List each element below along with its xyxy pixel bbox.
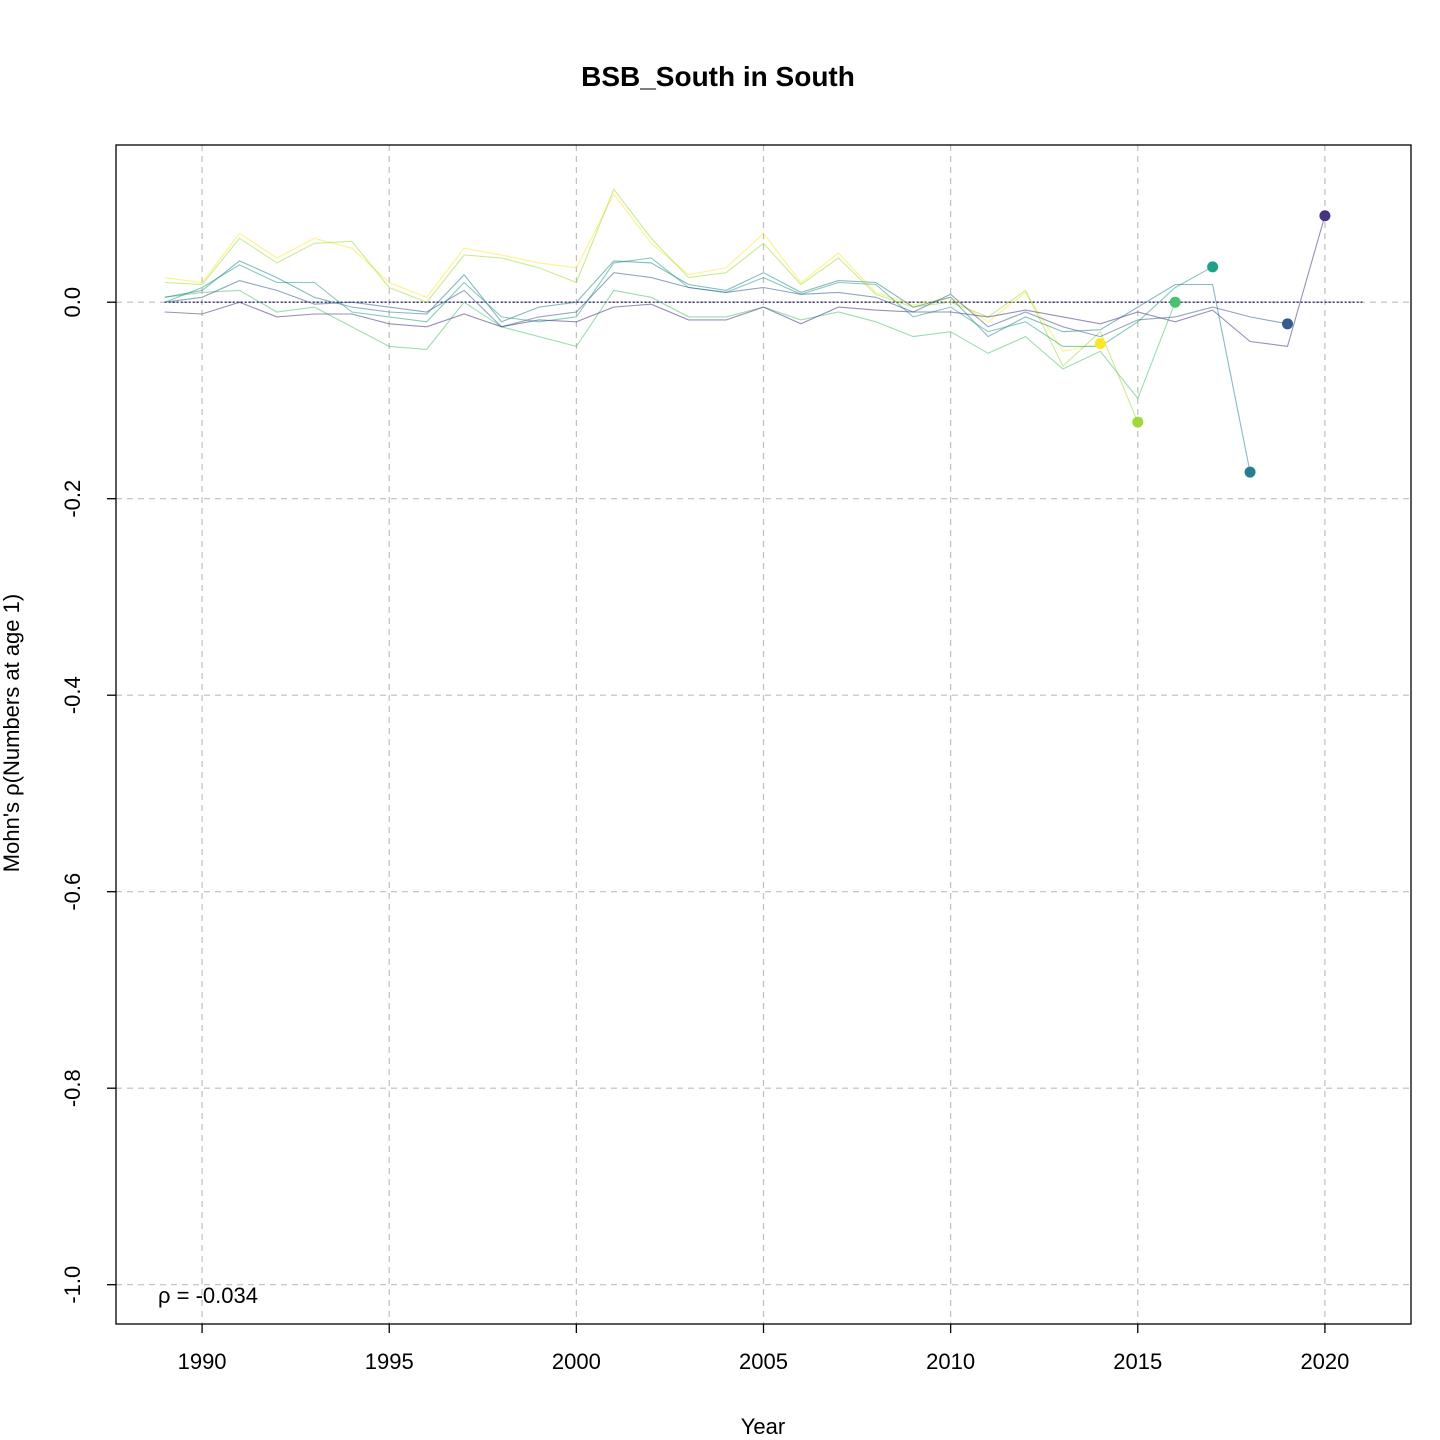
x-tick-label: 2020 <box>1300 1349 1349 1374</box>
terminal-points <box>1094 210 1331 478</box>
terminal-point-2014 <box>1094 337 1106 349</box>
series-line-2016 <box>164 289 1176 400</box>
terminal-point-2018 <box>1244 466 1256 478</box>
terminal-point-2016 <box>1169 296 1181 308</box>
terminal-point-2019 <box>1281 318 1293 330</box>
chart-title: BSB_South in South <box>581 61 855 92</box>
series-line-2020 <box>164 215 1326 348</box>
grid-lines <box>116 145 1411 1324</box>
x-tick-label: 2000 <box>552 1349 601 1374</box>
x-axis-label: Year <box>741 1414 785 1439</box>
x-tick-label: 1995 <box>365 1349 414 1374</box>
x-tick-label: 2005 <box>739 1349 788 1374</box>
x-tick-label: 2010 <box>926 1349 975 1374</box>
y-axis: -1.0 -0.8 -0.6 -0.4 -0.2 0.0 <box>60 287 116 1304</box>
series-lines <box>164 188 1326 473</box>
series-line-2014 <box>164 193 1101 352</box>
y-tick-label: -0.4 <box>60 676 85 714</box>
y-tick-label: -0.2 <box>60 480 85 518</box>
terminal-point-2015 <box>1132 416 1144 428</box>
terminal-point-2020 <box>1319 210 1331 222</box>
terminal-point-2017 <box>1207 261 1219 273</box>
y-tick-label: -0.6 <box>60 873 85 911</box>
series-line-2019 <box>164 272 1288 338</box>
x-tick-label: 1990 <box>178 1349 227 1374</box>
x-axis: 1990 1995 2000 2005 2010 2015 2020 <box>178 1324 1349 1374</box>
y-tick-label: 0.0 <box>60 287 85 318</box>
y-tick-label: -1.0 <box>60 1266 85 1304</box>
y-axis-label: Mohn's ρ(Numbers at age 1) <box>0 594 24 872</box>
series-line-2015 <box>164 188 1139 423</box>
mohns-rho-annotation: ρ = -0.034 <box>158 1283 258 1308</box>
x-tick-label: 2015 <box>1113 1349 1162 1374</box>
y-tick-label: -0.8 <box>60 1069 85 1107</box>
series-line-2018 <box>164 260 1251 473</box>
